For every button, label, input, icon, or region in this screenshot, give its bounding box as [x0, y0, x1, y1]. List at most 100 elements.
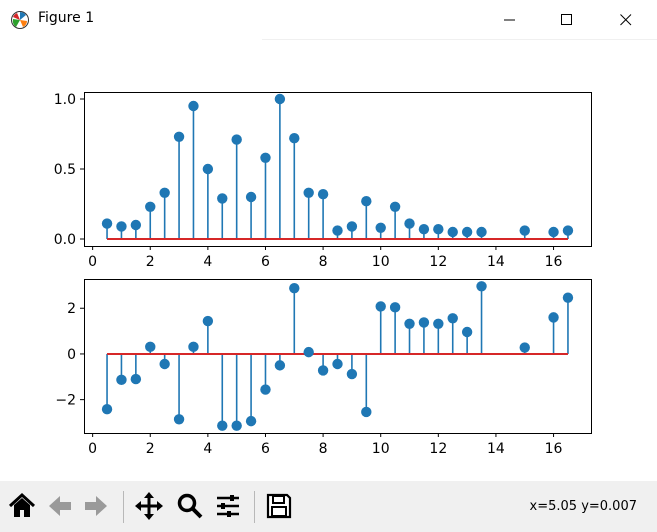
subplot-1-marker	[361, 196, 372, 207]
subplot-2-marker	[289, 282, 300, 294]
zoom-button[interactable]	[173, 489, 207, 523]
subplot-2-ytick-label: 2	[67, 301, 76, 317]
subplot-1-marker	[519, 225, 530, 236]
subplot-2-marker	[361, 406, 372, 418]
subplot-2-marker	[116, 374, 127, 385]
close-icon	[620, 14, 632, 26]
subplot-1-marker	[476, 226, 487, 238]
subplot-1-marker	[202, 163, 214, 175]
figure-svg: 0 2 4 6 8 10 12 14 16 0.0 0.5 1.0 0 2 4 6 8 10 12 14 16 −2 0 2	[54, 92, 592, 457]
cursor-coordinates: x=5.05 y=0.007	[529, 499, 637, 514]
subplot-1-marker	[375, 222, 386, 233]
subplot-2-xtick-label: 8	[319, 441, 328, 457]
subplot-2-xtick-label: 2	[146, 441, 155, 457]
zoom-icon	[177, 493, 203, 519]
close-button[interactable]	[603, 0, 649, 40]
subplot-1-ytick-label: 1.0	[54, 92, 76, 108]
subplot-2-marker	[562, 292, 574, 303]
home-button[interactable]	[5, 489, 39, 523]
subplot-1-marker	[217, 193, 228, 204]
subplot-2-xtick-label: 12	[429, 441, 447, 457]
subplot-2-xtick-label: 4	[203, 441, 212, 457]
subplot-1-marker	[332, 225, 343, 236]
forward-button[interactable]	[79, 489, 113, 523]
subplot-1-xtick-label: 8	[319, 254, 328, 270]
minimize-button[interactable]	[487, 0, 533, 40]
subplot-2-xtick-label: 6	[261, 441, 270, 457]
subplot-2-marker	[447, 313, 458, 324]
subplot-2-ytick-label: −2	[55, 393, 76, 409]
subplot-1-marker	[173, 131, 185, 142]
subplot-1-xtick-label: 14	[487, 254, 505, 270]
subplot-2-marker	[332, 358, 343, 370]
subplot-2-marker	[476, 281, 487, 292]
subplot-2-ytick-label: 0	[67, 347, 76, 363]
subplot-2-marker	[188, 341, 199, 353]
subplot-1-xtick-label: 6	[261, 254, 270, 270]
subplot-2-marker	[418, 317, 430, 328]
subplot-1-ytick-label: 0.0	[54, 232, 76, 248]
subplot-1-xtick-label: 2	[146, 254, 155, 270]
subplot-1-marker	[245, 191, 257, 203]
subplot-2-marker	[173, 414, 185, 425]
minimize-icon	[504, 19, 515, 21]
toolbar-separator	[254, 491, 255, 523]
subplot-1-marker	[317, 189, 329, 200]
subplot-2-marker	[245, 415, 257, 427]
subplot-2-marker	[404, 318, 415, 329]
subplot-2-marker	[217, 420, 228, 431]
save-icon	[266, 493, 292, 519]
subplot-1-marker	[433, 224, 444, 235]
toolbar-separator	[123, 491, 124, 523]
title-bar: Figure 1	[0, 0, 657, 40]
subplot-1-marker	[116, 221, 127, 232]
subplot-1-marker	[548, 226, 559, 238]
subplot-1-marker	[562, 225, 574, 236]
subplot-1-marker	[389, 201, 401, 212]
back-arrow-icon	[49, 496, 71, 516]
subplot-1-marker	[274, 93, 286, 105]
subplot-2-marker	[274, 360, 286, 371]
subplot-2-marker	[433, 318, 444, 329]
window-title: Figure 1	[38, 10, 95, 26]
subplot-2-marker	[231, 420, 242, 431]
forward-arrow-icon	[85, 496, 107, 516]
subplot-1-marker	[101, 218, 113, 229]
subplot-2-marker	[202, 315, 214, 327]
configure-subplots-icon	[217, 495, 239, 517]
home-icon	[8, 492, 36, 517]
subplot-1-ytick-label: 0.5	[54, 162, 76, 178]
subplot-2-marker	[519, 342, 530, 353]
subplot-1-marker	[461, 226, 473, 238]
navigation-toolbar: x=5.05 y=0.007	[0, 481, 657, 532]
subplot-2-marker	[346, 368, 358, 380]
subplot-1-xtick-label: 16	[545, 254, 563, 270]
pan-icon	[135, 492, 163, 520]
configure-subplots-button[interactable]	[211, 489, 245, 523]
maximize-button[interactable]	[544, 0, 590, 40]
subplot-2-marker	[145, 341, 156, 353]
subplot-1-xtick-label: 4	[203, 254, 212, 270]
back-button[interactable]	[43, 489, 77, 523]
subplot-1-marker	[231, 134, 242, 145]
save-button[interactable]	[262, 489, 296, 523]
figure-canvas[interactable]: 0 2 4 6 8 10 12 14 16 0.0 0.5 1.0 0 2 4 6 8 10 12 14 16 −2 0 2	[0, 40, 657, 480]
subplot-1-marker	[404, 218, 415, 229]
subplot-2-marker	[317, 365, 329, 376]
subplot-2-marker	[303, 346, 314, 358]
subplot-2-xtick-label: 0	[88, 441, 97, 457]
subplot-1-marker	[289, 133, 300, 144]
subplot-1-marker	[418, 224, 430, 235]
title-bar-divider	[262, 39, 657, 40]
matplotlib-icon	[11, 11, 29, 29]
subplot-2-marker	[159, 358, 170, 370]
subplot-2-marker	[389, 302, 401, 313]
subplot-1-marker	[145, 201, 156, 212]
subplot-1-marker	[260, 152, 271, 163]
subplot-1-marker	[188, 100, 199, 112]
subplot-2-marker	[130, 373, 142, 385]
pan-button[interactable]	[132, 489, 166, 523]
subplot-2-xtick-label: 10	[372, 441, 390, 457]
subplot-2-marker	[375, 301, 386, 312]
subplot-2-marker	[548, 312, 559, 323]
